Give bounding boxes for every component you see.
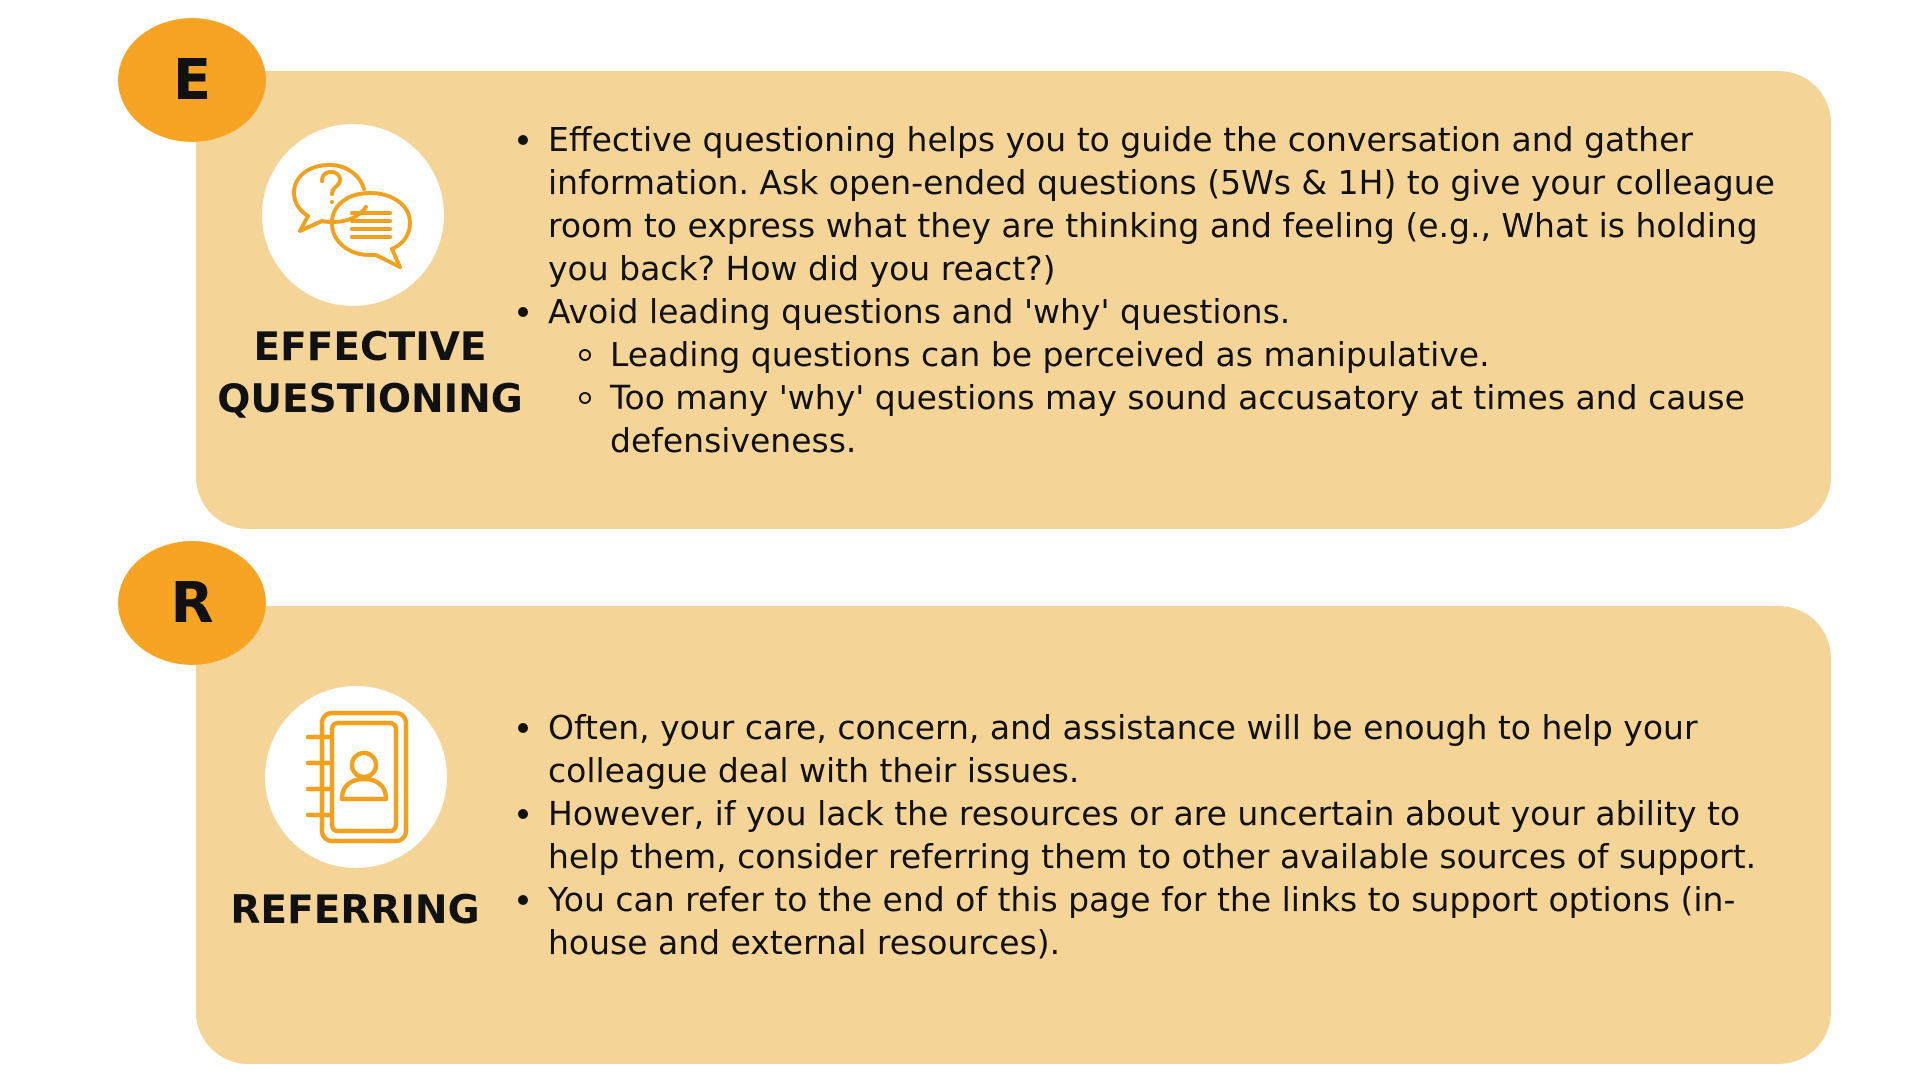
bullet-text: Often, your care, concern, and assistanc… — [548, 708, 1698, 790]
title-line-1: EFFECTIVE — [253, 325, 487, 370]
section-letter: E — [172, 47, 212, 113]
question-chat-bubbles-icon — [292, 163, 412, 269]
effective-questioning-bullet-list: Effective questioning helps you to guide… — [518, 118, 1808, 462]
section-letter: R — [170, 570, 214, 636]
section-title-effective-questioning: EFFECTIVE QUESTIONING — [205, 322, 535, 426]
bullet-item: Often, your care, concern, and assistanc… — [518, 706, 1808, 792]
sub-bullet-item: Too many 'why' questions may sound accus… — [579, 376, 1808, 462]
contact-book-icon — [305, 710, 409, 844]
bullet-text: You can refer to the end of this page fo… — [548, 880, 1736, 962]
title-line-2: QUESTIONING — [217, 377, 523, 422]
sub-bullet-text: Too many 'why' questions may sound accus… — [610, 378, 1745, 460]
bullet-item: You can refer to the end of this page fo… — [518, 878, 1808, 964]
sub-bullet-text: Leading questions can be perceived as ma… — [610, 335, 1490, 374]
bullet-item: Avoid leading questions and 'why' questi… — [518, 290, 1808, 462]
bullet-item: Effective questioning helps you to guide… — [518, 118, 1808, 290]
sub-bullet-item: Leading questions can be perceived as ma… — [579, 333, 1808, 376]
bullet-text: Effective questioning helps you to guide… — [548, 120, 1775, 288]
referring-bullet-list: Often, your care, concern, and assistanc… — [518, 706, 1808, 964]
section-letter-badge-e: E — [118, 18, 266, 142]
icon-circle-r — [265, 686, 447, 868]
bullet-text: Avoid leading questions and 'why' questi… — [548, 292, 1291, 331]
icon-circle-e — [262, 124, 444, 306]
section-title-referring: REFERRING — [230, 888, 480, 933]
bullet-text: However, if you lack the resources or ar… — [548, 794, 1757, 876]
effective-questioning-card — [196, 71, 1831, 529]
referring-card — [196, 606, 1831, 1064]
section-letter-badge-r: R — [118, 541, 266, 665]
bullet-item: However, if you lack the resources or ar… — [518, 792, 1808, 878]
sub-bullet-list: Leading questions can be perceived as ma… — [548, 333, 1808, 462]
